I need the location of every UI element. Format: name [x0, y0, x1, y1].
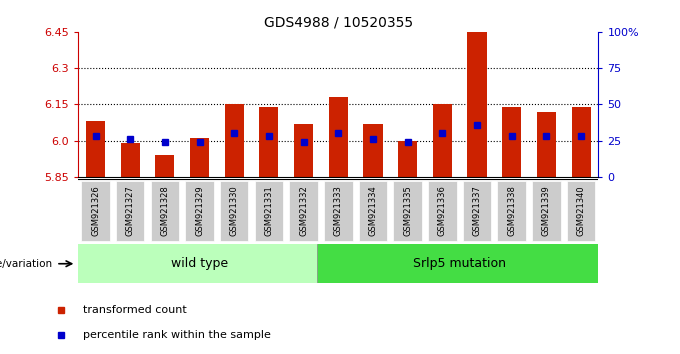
- Text: GSM921329: GSM921329: [195, 185, 204, 236]
- FancyBboxPatch shape: [318, 240, 602, 287]
- Text: GSM921335: GSM921335: [403, 185, 412, 236]
- FancyBboxPatch shape: [394, 181, 422, 241]
- Bar: [467, 29, 487, 177]
- FancyBboxPatch shape: [186, 181, 214, 241]
- Bar: [155, 155, 175, 177]
- Text: GSM921327: GSM921327: [126, 185, 135, 236]
- Text: GSM921332: GSM921332: [299, 185, 308, 236]
- Bar: [86, 121, 105, 177]
- FancyBboxPatch shape: [255, 181, 283, 241]
- Bar: [502, 107, 522, 177]
- Bar: [294, 124, 313, 177]
- Text: GSM921338: GSM921338: [507, 185, 516, 236]
- Text: transformed count: transformed count: [83, 305, 187, 315]
- FancyBboxPatch shape: [290, 181, 318, 241]
- Text: Srlp5 mutation: Srlp5 mutation: [413, 257, 506, 270]
- Bar: [537, 112, 556, 177]
- Bar: [190, 138, 209, 177]
- Text: wild type: wild type: [171, 257, 228, 270]
- FancyBboxPatch shape: [116, 181, 144, 241]
- FancyBboxPatch shape: [220, 181, 248, 241]
- FancyBboxPatch shape: [151, 181, 179, 241]
- FancyBboxPatch shape: [532, 181, 560, 241]
- Text: GSM921334: GSM921334: [369, 185, 377, 236]
- Bar: [571, 107, 591, 177]
- FancyBboxPatch shape: [359, 181, 387, 241]
- Bar: [259, 107, 279, 177]
- Bar: [120, 143, 140, 177]
- Title: GDS4988 / 10520355: GDS4988 / 10520355: [264, 15, 413, 29]
- Text: GSM921337: GSM921337: [473, 185, 481, 236]
- Text: GSM921326: GSM921326: [91, 185, 100, 236]
- Text: GSM921328: GSM921328: [160, 185, 169, 236]
- Text: GSM921340: GSM921340: [577, 185, 585, 236]
- Text: GSM921339: GSM921339: [542, 185, 551, 236]
- Text: GSM921331: GSM921331: [265, 185, 273, 236]
- Text: GSM921336: GSM921336: [438, 185, 447, 236]
- FancyBboxPatch shape: [428, 181, 456, 241]
- Bar: [398, 141, 418, 177]
- Text: genotype/variation: genotype/variation: [0, 259, 52, 269]
- Bar: [328, 97, 348, 177]
- Bar: [432, 104, 452, 177]
- Bar: [224, 104, 244, 177]
- Text: percentile rank within the sample: percentile rank within the sample: [83, 330, 271, 339]
- FancyBboxPatch shape: [498, 181, 526, 241]
- FancyBboxPatch shape: [567, 181, 595, 241]
- Text: GSM921333: GSM921333: [334, 185, 343, 236]
- FancyBboxPatch shape: [82, 181, 109, 241]
- FancyBboxPatch shape: [324, 181, 352, 241]
- FancyBboxPatch shape: [463, 181, 491, 241]
- Bar: [363, 124, 383, 177]
- Text: GSM921330: GSM921330: [230, 185, 239, 236]
- FancyBboxPatch shape: [75, 240, 324, 287]
